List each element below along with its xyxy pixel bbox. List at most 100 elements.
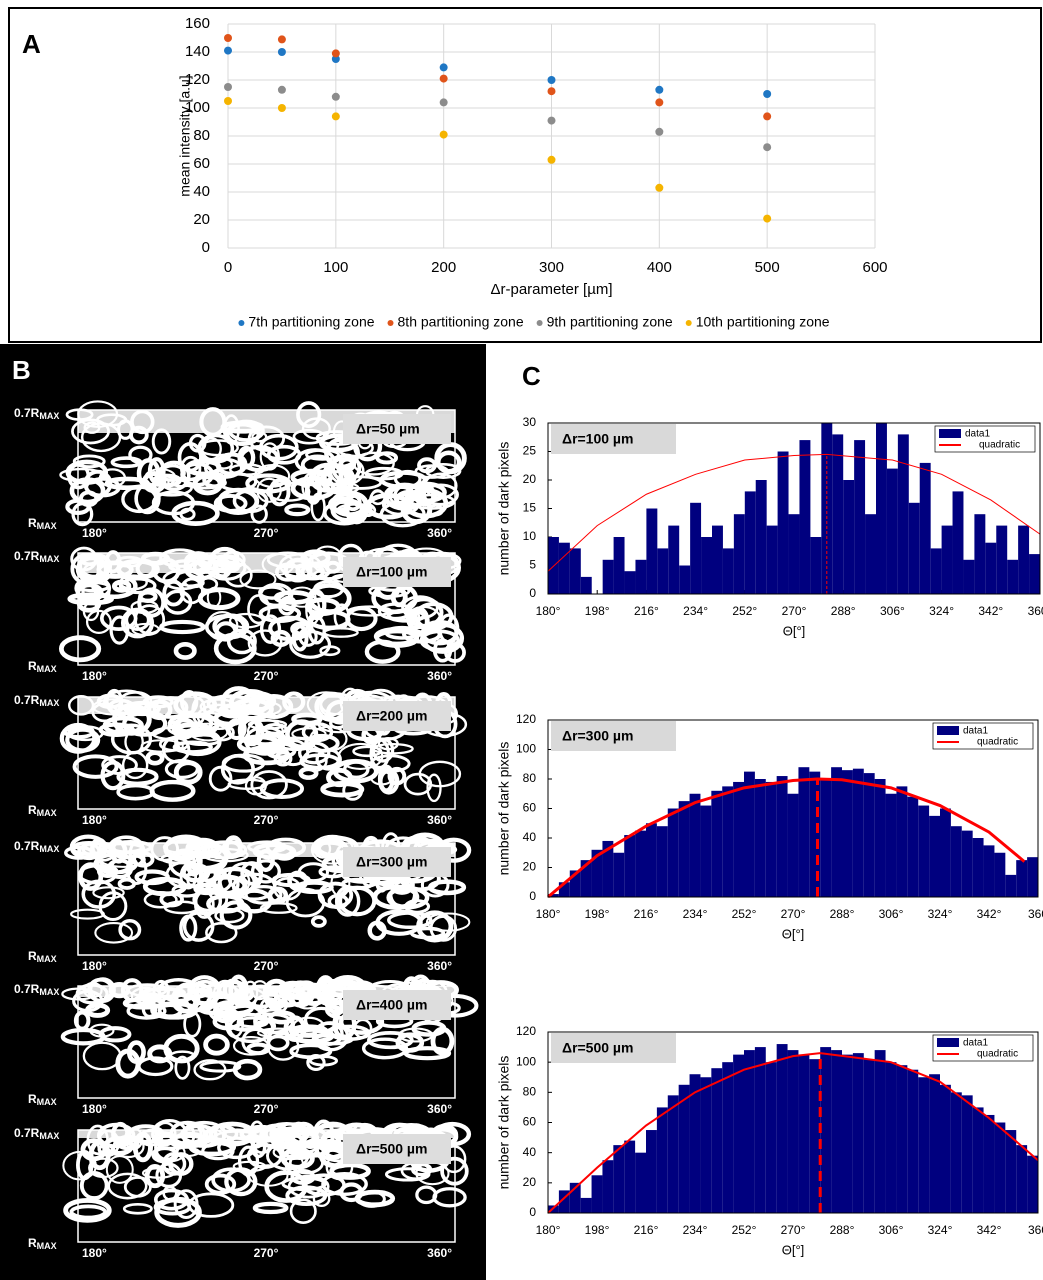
angle-label: 270° [254, 526, 279, 540]
radius-subscript: MAX [37, 1241, 57, 1251]
image-texture [65, 727, 101, 753]
annotation-box [343, 557, 451, 587]
legend-label: data1 [965, 429, 990, 440]
angle-label: 180° [82, 1246, 107, 1260]
image-texture [187, 1192, 235, 1218]
image-texture [430, 1026, 455, 1056]
image-texture [88, 1157, 119, 1179]
x-tick-label: 500 [755, 259, 780, 276]
y-tick-label: 100 [516, 742, 536, 756]
annotation-box [551, 1033, 676, 1063]
x-tick-label: 234° [683, 907, 708, 921]
image-texture [94, 921, 134, 944]
image-texture [162, 579, 185, 607]
data-point [547, 155, 556, 164]
image-texture [307, 589, 327, 621]
radius-subscript: MAX [37, 1097, 57, 1107]
fit-line [547, 1052, 1039, 1214]
image-texture [79, 1170, 109, 1201]
data-point [224, 34, 232, 42]
image-texture [247, 629, 283, 657]
x-tick-label: 288° [830, 1223, 855, 1237]
image-texture [76, 594, 102, 613]
histogram-bar [896, 786, 908, 897]
histogram-bar [788, 514, 800, 594]
histogram-bar [961, 1095, 973, 1213]
x-tick-label: 306° [880, 604, 905, 618]
angle-label: 360° [427, 669, 452, 683]
histogram-bar [678, 1084, 690, 1213]
histogram-bar [974, 514, 986, 594]
data-point [224, 46, 232, 55]
histogram-bar [820, 1047, 832, 1213]
annotation: Δr=200 µm [356, 708, 427, 724]
histogram-bar [755, 480, 767, 594]
annotation: Δr=400 µm [356, 997, 427, 1013]
y-tick-label: 80 [523, 771, 537, 785]
y-tick-label: 0 [529, 1205, 536, 1219]
image-texture [294, 880, 334, 895]
y-tick-label: 30 [523, 415, 537, 429]
data-point [763, 214, 772, 223]
image-texture [247, 719, 288, 730]
panel-label: C [522, 361, 541, 391]
x-tick-label: 234° [683, 1223, 708, 1237]
x-axis-title: Δr-parameter [µm] [490, 281, 612, 298]
histogram-bar [831, 767, 842, 897]
histogram-bar [754, 779, 766, 897]
histogram-bar [983, 1114, 995, 1213]
image-texture [440, 1156, 469, 1186]
image-texture [256, 477, 282, 503]
data-point [331, 112, 340, 121]
histogram-bar [656, 1107, 668, 1213]
image-texture [266, 1032, 300, 1061]
histogram-bar [1027, 1155, 1038, 1213]
image-texture [220, 753, 256, 785]
x-tick-label: 306° [879, 1223, 904, 1237]
image-texture [149, 779, 196, 802]
histogram-bar [907, 796, 919, 897]
radius-subscript: MAX [39, 698, 59, 708]
image-texture [204, 1173, 237, 1195]
image-texture [69, 1204, 108, 1220]
angle-label: 360° [427, 1246, 452, 1260]
image-texture [179, 577, 204, 605]
plot-frame [547, 1031, 1039, 1214]
image-texture [124, 1127, 144, 1151]
panel-label: A [22, 29, 41, 59]
data-point [439, 130, 448, 139]
image-texture [73, 1010, 91, 1031]
histogram-bar [885, 793, 897, 897]
histogram-bar [635, 1152, 646, 1213]
histogram-bar [722, 548, 734, 594]
image-texture [110, 456, 143, 469]
histogram-bar [929, 1074, 940, 1213]
x-tick-label: 360 [1028, 907, 1043, 921]
histogram-bar [635, 559, 647, 594]
image-texture [213, 999, 254, 1016]
x-tick-label: 400 [647, 259, 672, 276]
image-texture [352, 745, 383, 758]
histogram-bar [744, 1050, 755, 1213]
image-texture [308, 1055, 339, 1067]
x-tick-label: 342° [978, 604, 1003, 618]
histogram-bar [558, 1190, 570, 1213]
image-texture [214, 907, 245, 924]
image-texture [305, 448, 340, 461]
annotation-box [343, 701, 451, 731]
histogram-bar [548, 894, 559, 897]
angle-label: 270° [254, 813, 279, 827]
image-texture [291, 727, 327, 741]
x-tick-label: 360° [1028, 604, 1043, 618]
histogram-bar [798, 767, 810, 897]
histogram-bar [798, 1054, 810, 1213]
y-tick-label: 120 [516, 1024, 536, 1038]
x-tick-label: 360 [1028, 1223, 1043, 1237]
image-texture [134, 482, 161, 515]
histogram-bar [776, 1044, 788, 1213]
histogram-bar [885, 1062, 897, 1213]
image-texture [92, 886, 125, 900]
angle-label: 360° [427, 959, 452, 973]
